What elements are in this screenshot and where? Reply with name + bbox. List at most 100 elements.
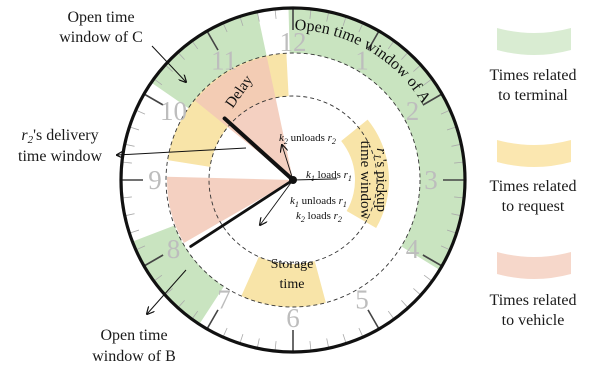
legend-swatch-vehicle (497, 252, 571, 279)
major-tick (144, 254, 164, 267)
three-pointer-line (292, 178, 337, 181)
minor-tick (122, 196, 132, 199)
numeral-2: 2 (406, 96, 420, 126)
open-b-callout: Open time window of B (92, 327, 176, 365)
r2-delivery-arrow (117, 147, 247, 155)
major-tick (367, 309, 380, 329)
open-c-line1: Open time (67, 9, 134, 26)
k1-loads-r1-label: k1 loads r1 (306, 169, 352, 183)
r2-delivery-callout: r2's delivery time window (18, 127, 102, 165)
numeral-1: 1 (355, 45, 369, 75)
minor-tick (178, 52, 185, 60)
numeral-8: 8 (167, 234, 181, 264)
minor-tick (257, 12, 260, 22)
major-tick (144, 93, 164, 106)
legend: Times related to terminal Times related … (490, 28, 577, 329)
minor-tick (440, 245, 450, 250)
numeral-11: 11 (211, 45, 237, 75)
major-tick (206, 309, 219, 329)
open-b-line2: window of B (92, 348, 176, 365)
minor-tick (274, 341, 277, 351)
legend-swatch-request (497, 140, 571, 167)
minor-tick (165, 288, 173, 295)
storage-label: Storage time (271, 257, 314, 292)
k2-hand (222, 116, 295, 182)
minor-tick (413, 288, 421, 295)
major-tick (367, 31, 380, 51)
open-c-line2: window of C (59, 29, 143, 46)
terminal-a-band (288, 9, 464, 270)
minor-tick (178, 300, 185, 308)
minor-tick (401, 52, 408, 60)
k1-unloads-r1-label: k1 unloads r1 (290, 195, 347, 209)
k1-vehicle-wedge (167, 176, 293, 243)
minor-tick (223, 23, 228, 33)
minor-tick (446, 126, 456, 131)
k2-unloads-arrow (282, 145, 294, 181)
open-c-callout: Open time window of C (59, 9, 143, 46)
legend-terminal-line2: to terminal (498, 87, 568, 104)
minor-tick (192, 310, 199, 319)
minor-tick (326, 338, 329, 348)
minor-tick (387, 41, 394, 50)
minor-tick (257, 338, 260, 348)
r2-delivery-line1: r2's delivery (21, 127, 98, 146)
minor-tick (387, 310, 394, 319)
numeral-4: 4 (406, 234, 420, 264)
minor-tick (342, 333, 347, 343)
minor-tick (423, 79, 432, 86)
numeral-6: 6 (286, 303, 300, 333)
minor-tick (451, 213, 461, 216)
numeral-7: 7 (217, 285, 231, 315)
minor-tick (309, 341, 312, 351)
clock-ticks (122, 9, 464, 351)
r2-delivery-line2: time window (18, 148, 102, 165)
minor-tick (136, 110, 146, 115)
terminal-b-band (133, 225, 224, 324)
open-c-arrow (151, 45, 186, 82)
k2-loads-r2-label: k2 loads r2 (296, 210, 342, 224)
open-b-line1: Open time (100, 327, 167, 344)
r1-pickup-band (341, 119, 389, 228)
minor-tick (122, 161, 132, 164)
outer-dashed-circle (165, 52, 421, 308)
major-tick (422, 93, 442, 106)
numeral-10: 10 (160, 96, 187, 126)
numeral-9: 9 (148, 165, 162, 195)
minor-tick (239, 333, 244, 343)
storage-band (241, 256, 326, 307)
minor-tick (446, 229, 456, 234)
minor-tick (154, 79, 163, 86)
minor-tick (401, 300, 408, 308)
numeral-3: 3 (424, 165, 438, 195)
legend-terminal-line1: Times related (490, 67, 577, 84)
numeral-12: 12 (280, 27, 307, 57)
major-tick (422, 254, 442, 267)
legend-swatch-terminal (497, 28, 571, 55)
legend-vehicle-line1: Times related (490, 292, 577, 309)
k1-hand (189, 178, 295, 248)
minor-tick (239, 17, 244, 27)
r1-pickup-label: r1's pickuptime window (357, 141, 389, 220)
minor-tick (125, 144, 135, 147)
r1-pickup-text: r1's pickuptime window (357, 141, 389, 220)
minor-tick (154, 274, 163, 281)
clock-rim (119, 6, 467, 354)
minor-tick (192, 41, 199, 50)
minor-tick (423, 274, 432, 281)
legend-request-line1: Times related (490, 178, 577, 195)
k2-unloads-r2-label: k2 unloads r2 (279, 132, 336, 146)
k2-vehicle-wedge (195, 56, 293, 180)
minor-tick (125, 213, 135, 216)
minor-tick (136, 245, 146, 250)
legend-vehicle-line2: to vehicle (502, 312, 565, 329)
numeral-5: 5 (355, 285, 369, 315)
minor-tick (454, 161, 464, 164)
minor-tick (274, 9, 277, 19)
k2-loads-arrow (260, 179, 294, 225)
minor-tick (358, 327, 363, 337)
minor-tick (413, 65, 421, 72)
open-b-arrow (147, 269, 187, 314)
